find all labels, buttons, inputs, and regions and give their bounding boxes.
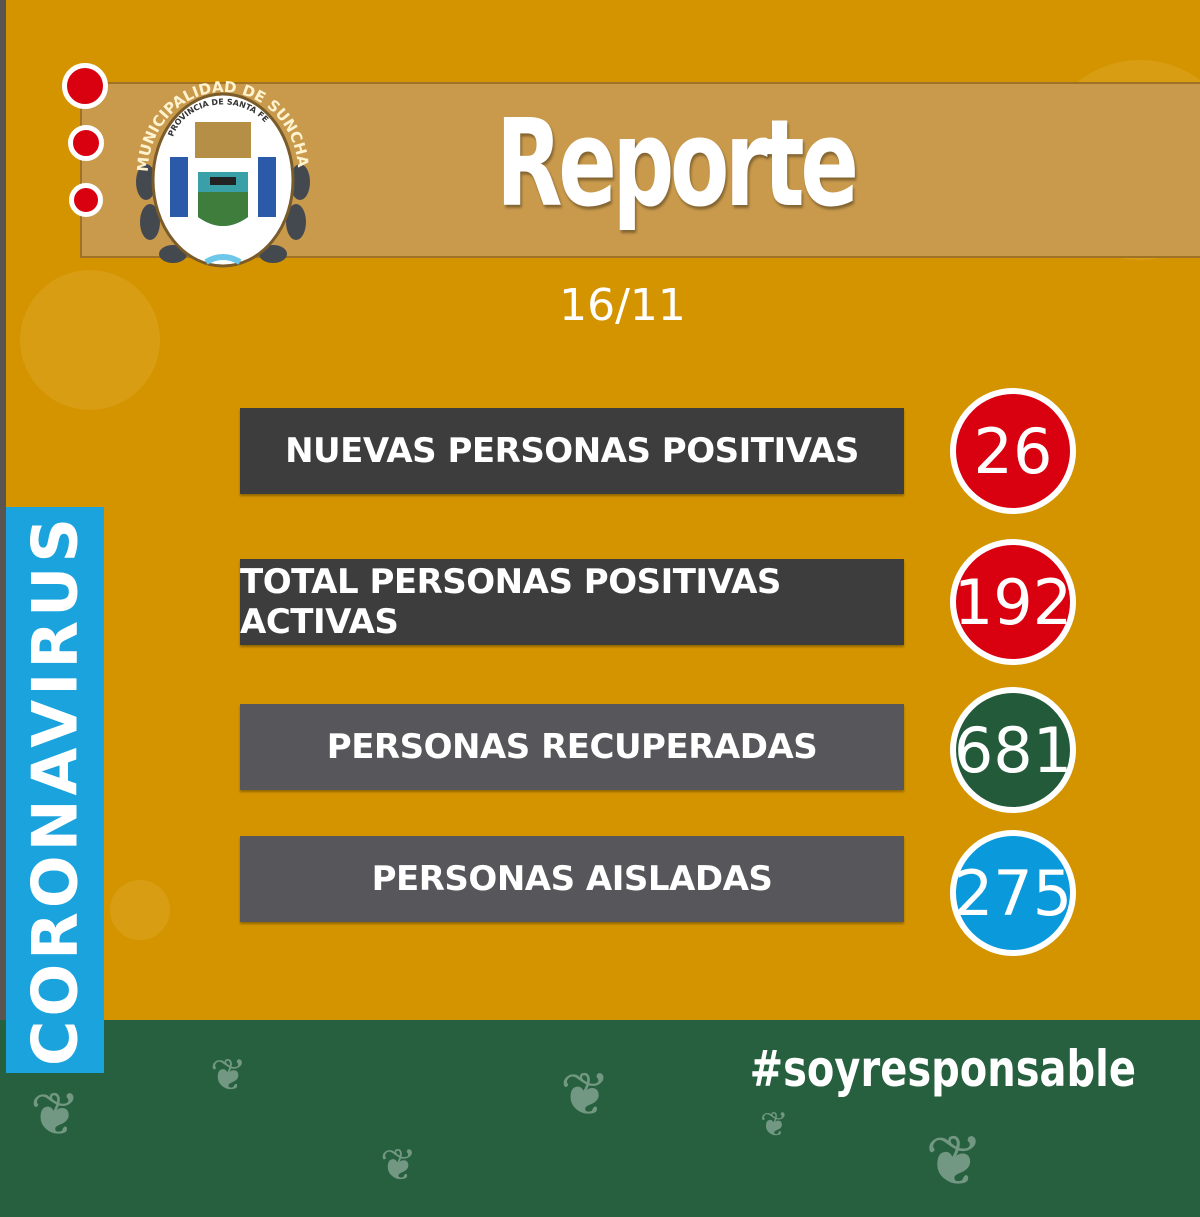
- stat-label-new-positive: NUEVAS PERSONAS POSITIVAS: [240, 408, 904, 494]
- stat-value-recovered: 681: [950, 687, 1076, 813]
- virus-decoration: [110, 880, 170, 940]
- leaf-icon: ❦: [30, 1080, 81, 1150]
- stat-label-recovered: PERSONAS RECUPERADAS: [240, 704, 904, 790]
- leaf-icon: ❦: [380, 1140, 417, 1191]
- stat-value-active-positive: 192: [950, 539, 1076, 665]
- coronavirus-side-label: [6, 507, 104, 1073]
- virus-decoration: [20, 270, 160, 410]
- leaf-icon: ❦: [560, 1060, 611, 1130]
- leaf-icon: ❦: [760, 1105, 789, 1145]
- stat-label-active-positive: TOTAL PERSONAS POSITIVAS ACTIVAS: [240, 559, 904, 645]
- leaf-icon: ❦: [925, 1120, 984, 1202]
- leaf-icon: ❦: [210, 1050, 247, 1101]
- left-edge: [0, 0, 6, 1217]
- report-date: 16/11: [559, 280, 686, 331]
- side-label-text: CORONAVIRUS: [18, 513, 92, 1067]
- hashtag: #soyresponsable: [749, 1040, 1136, 1098]
- red-dot-icon: [68, 125, 104, 161]
- stat-value-isolated: 275: [950, 830, 1076, 956]
- stat-value-new-positive: 26: [950, 388, 1076, 514]
- red-dot-icon: [62, 63, 108, 109]
- red-dot-icon: [69, 183, 103, 217]
- page-title: Reporte: [496, 95, 859, 234]
- stat-label-isolated: PERSONAS AISLADAS: [240, 836, 904, 922]
- municipality-coat-of-arms-logo: MUNICIPALIDAD DE SUNCHALES PROVINCIA DE …: [128, 62, 312, 268]
- footer-band: [0, 1020, 1200, 1217]
